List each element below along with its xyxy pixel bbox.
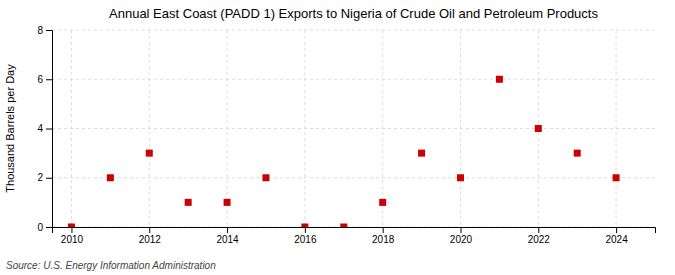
- grid: [52, 30, 655, 227]
- y-tick-mark: [46, 178, 52, 179]
- point: [146, 150, 153, 157]
- x-tick-label: 2016: [294, 234, 317, 245]
- point: [340, 224, 347, 228]
- point: [496, 76, 503, 83]
- point: [574, 150, 581, 157]
- x-grid-line: [460, 30, 461, 227]
- x-tick-mark: [460, 227, 461, 233]
- y-axis-line: [46, 31, 53, 228]
- point: [613, 174, 620, 181]
- x-tick-mark: [538, 227, 539, 233]
- x-tick: 2010: [61, 227, 84, 245]
- y-tick: 2: [37, 172, 52, 183]
- x-tick-label: 2012: [139, 234, 162, 245]
- x-tick-label: 2018: [372, 234, 395, 245]
- y-grid-line: [52, 30, 655, 31]
- x-grid-line: [616, 30, 617, 227]
- x-tick: 2014: [216, 227, 239, 245]
- x-tick: 2016: [294, 227, 317, 245]
- x-tick-label: 2010: [61, 234, 84, 245]
- y-tick: 6: [37, 74, 52, 85]
- y-grid-line: [52, 128, 655, 129]
- point: [535, 125, 542, 132]
- y-tick-label: 4: [37, 123, 43, 134]
- y-tick-label: 8: [37, 25, 43, 36]
- x-tick: 2024: [605, 227, 628, 245]
- point: [107, 174, 114, 181]
- x-tick-label: 2020: [450, 234, 473, 245]
- x-tick-mark: [149, 227, 150, 233]
- point: [262, 174, 269, 181]
- x-tick: 2012: [139, 227, 162, 245]
- point: [379, 199, 386, 206]
- point: [68, 224, 75, 228]
- point: [301, 224, 308, 228]
- x-axis-line: [53, 228, 656, 234]
- point: [457, 174, 464, 181]
- y-tick: 8: [37, 25, 52, 36]
- y-tick: 0: [37, 222, 52, 233]
- chart: 2010 2012 2014 2016 2018 2020 2022 2024 0 2 4 6 8 Ann…: [0, 0, 675, 275]
- y-axis-title: Thousand Barrels per Day: [4, 64, 16, 193]
- y-grid-line: [52, 177, 655, 178]
- x-grid-line: [382, 30, 383, 227]
- source: Source: U.S. Energy Information Administ…: [6, 260, 216, 271]
- x-grid-line: [227, 30, 228, 227]
- y-tick-mark: [46, 227, 52, 228]
- x-grid-line: [71, 30, 72, 227]
- y-tick-mark: [46, 30, 52, 31]
- x-tick: 2018: [372, 227, 395, 245]
- x-tick-mark: [383, 227, 384, 233]
- x-axis: 2010 2012 2014 2016 2018 2020 2022 2024: [53, 227, 656, 245]
- x-grid-line: [149, 30, 150, 227]
- y-tick: 4: [37, 123, 52, 134]
- x-tick-mark: [616, 227, 617, 233]
- x-tick-label: 2014: [216, 234, 239, 245]
- x-tick-mark: [305, 227, 306, 233]
- x-tick-label: 2024: [605, 234, 628, 245]
- x-tick-mark: [227, 227, 228, 233]
- plot: 2010 2012 2014 2016 2018 2020 2022 2024 0 2 4 6 8: [37, 25, 655, 245]
- point: [418, 150, 425, 157]
- x-tick: 2020: [450, 227, 473, 245]
- y-tick-mark: [46, 129, 52, 130]
- y-axis: 0 2 4 6 8: [37, 25, 52, 233]
- point: [185, 199, 192, 206]
- y-tick-label: 0: [37, 222, 43, 233]
- x-tick-label: 2022: [528, 234, 551, 245]
- y-tick-label: 2: [37, 172, 43, 183]
- y-tick-label: 6: [37, 74, 43, 85]
- y-tick-mark: [46, 79, 52, 80]
- x-tick-mark: [71, 227, 72, 233]
- x-tick: 2022: [528, 227, 551, 245]
- x-grid-line: [304, 30, 305, 227]
- point: [224, 199, 231, 206]
- title: Annual East Coast (PADD 1) Exports to Ni…: [109, 6, 598, 21]
- points: [68, 76, 620, 227]
- y-grid-line: [52, 79, 655, 80]
